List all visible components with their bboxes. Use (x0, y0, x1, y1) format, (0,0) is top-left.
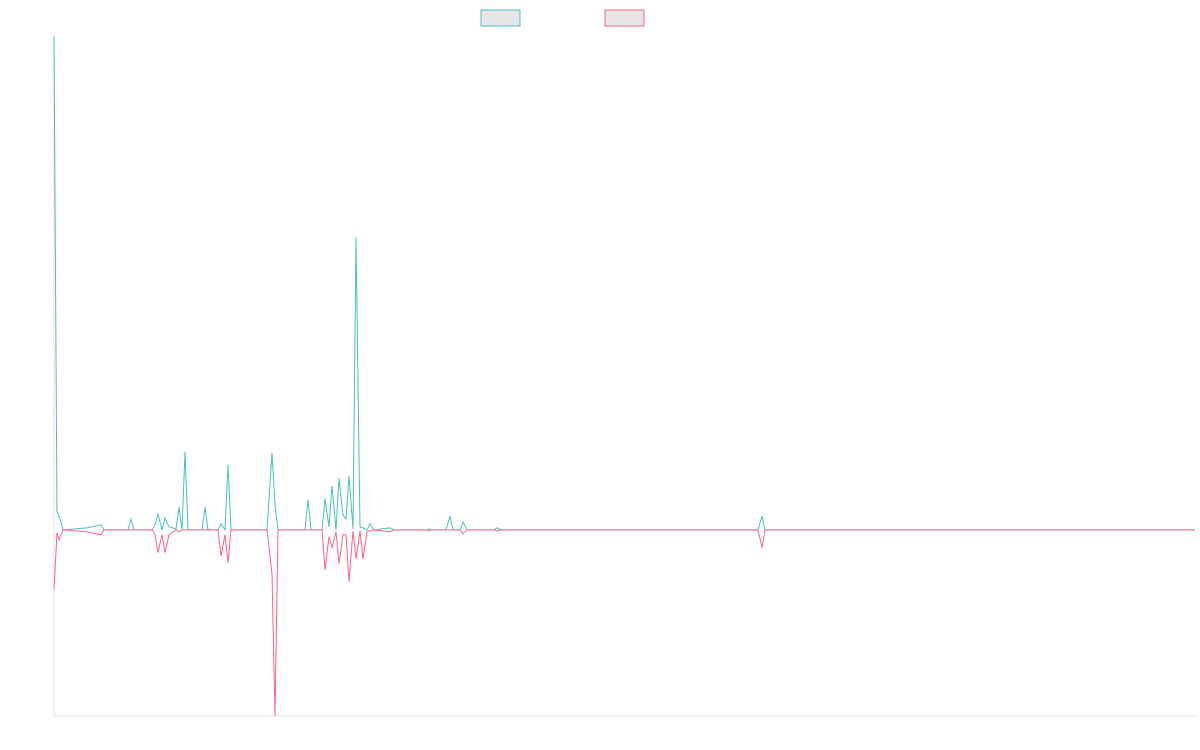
series-line (53, 35, 1195, 532)
legend-swatch[interactable] (604, 9, 645, 27)
legend-swatch[interactable] (480, 9, 521, 27)
series-line (53, 529, 1195, 717)
